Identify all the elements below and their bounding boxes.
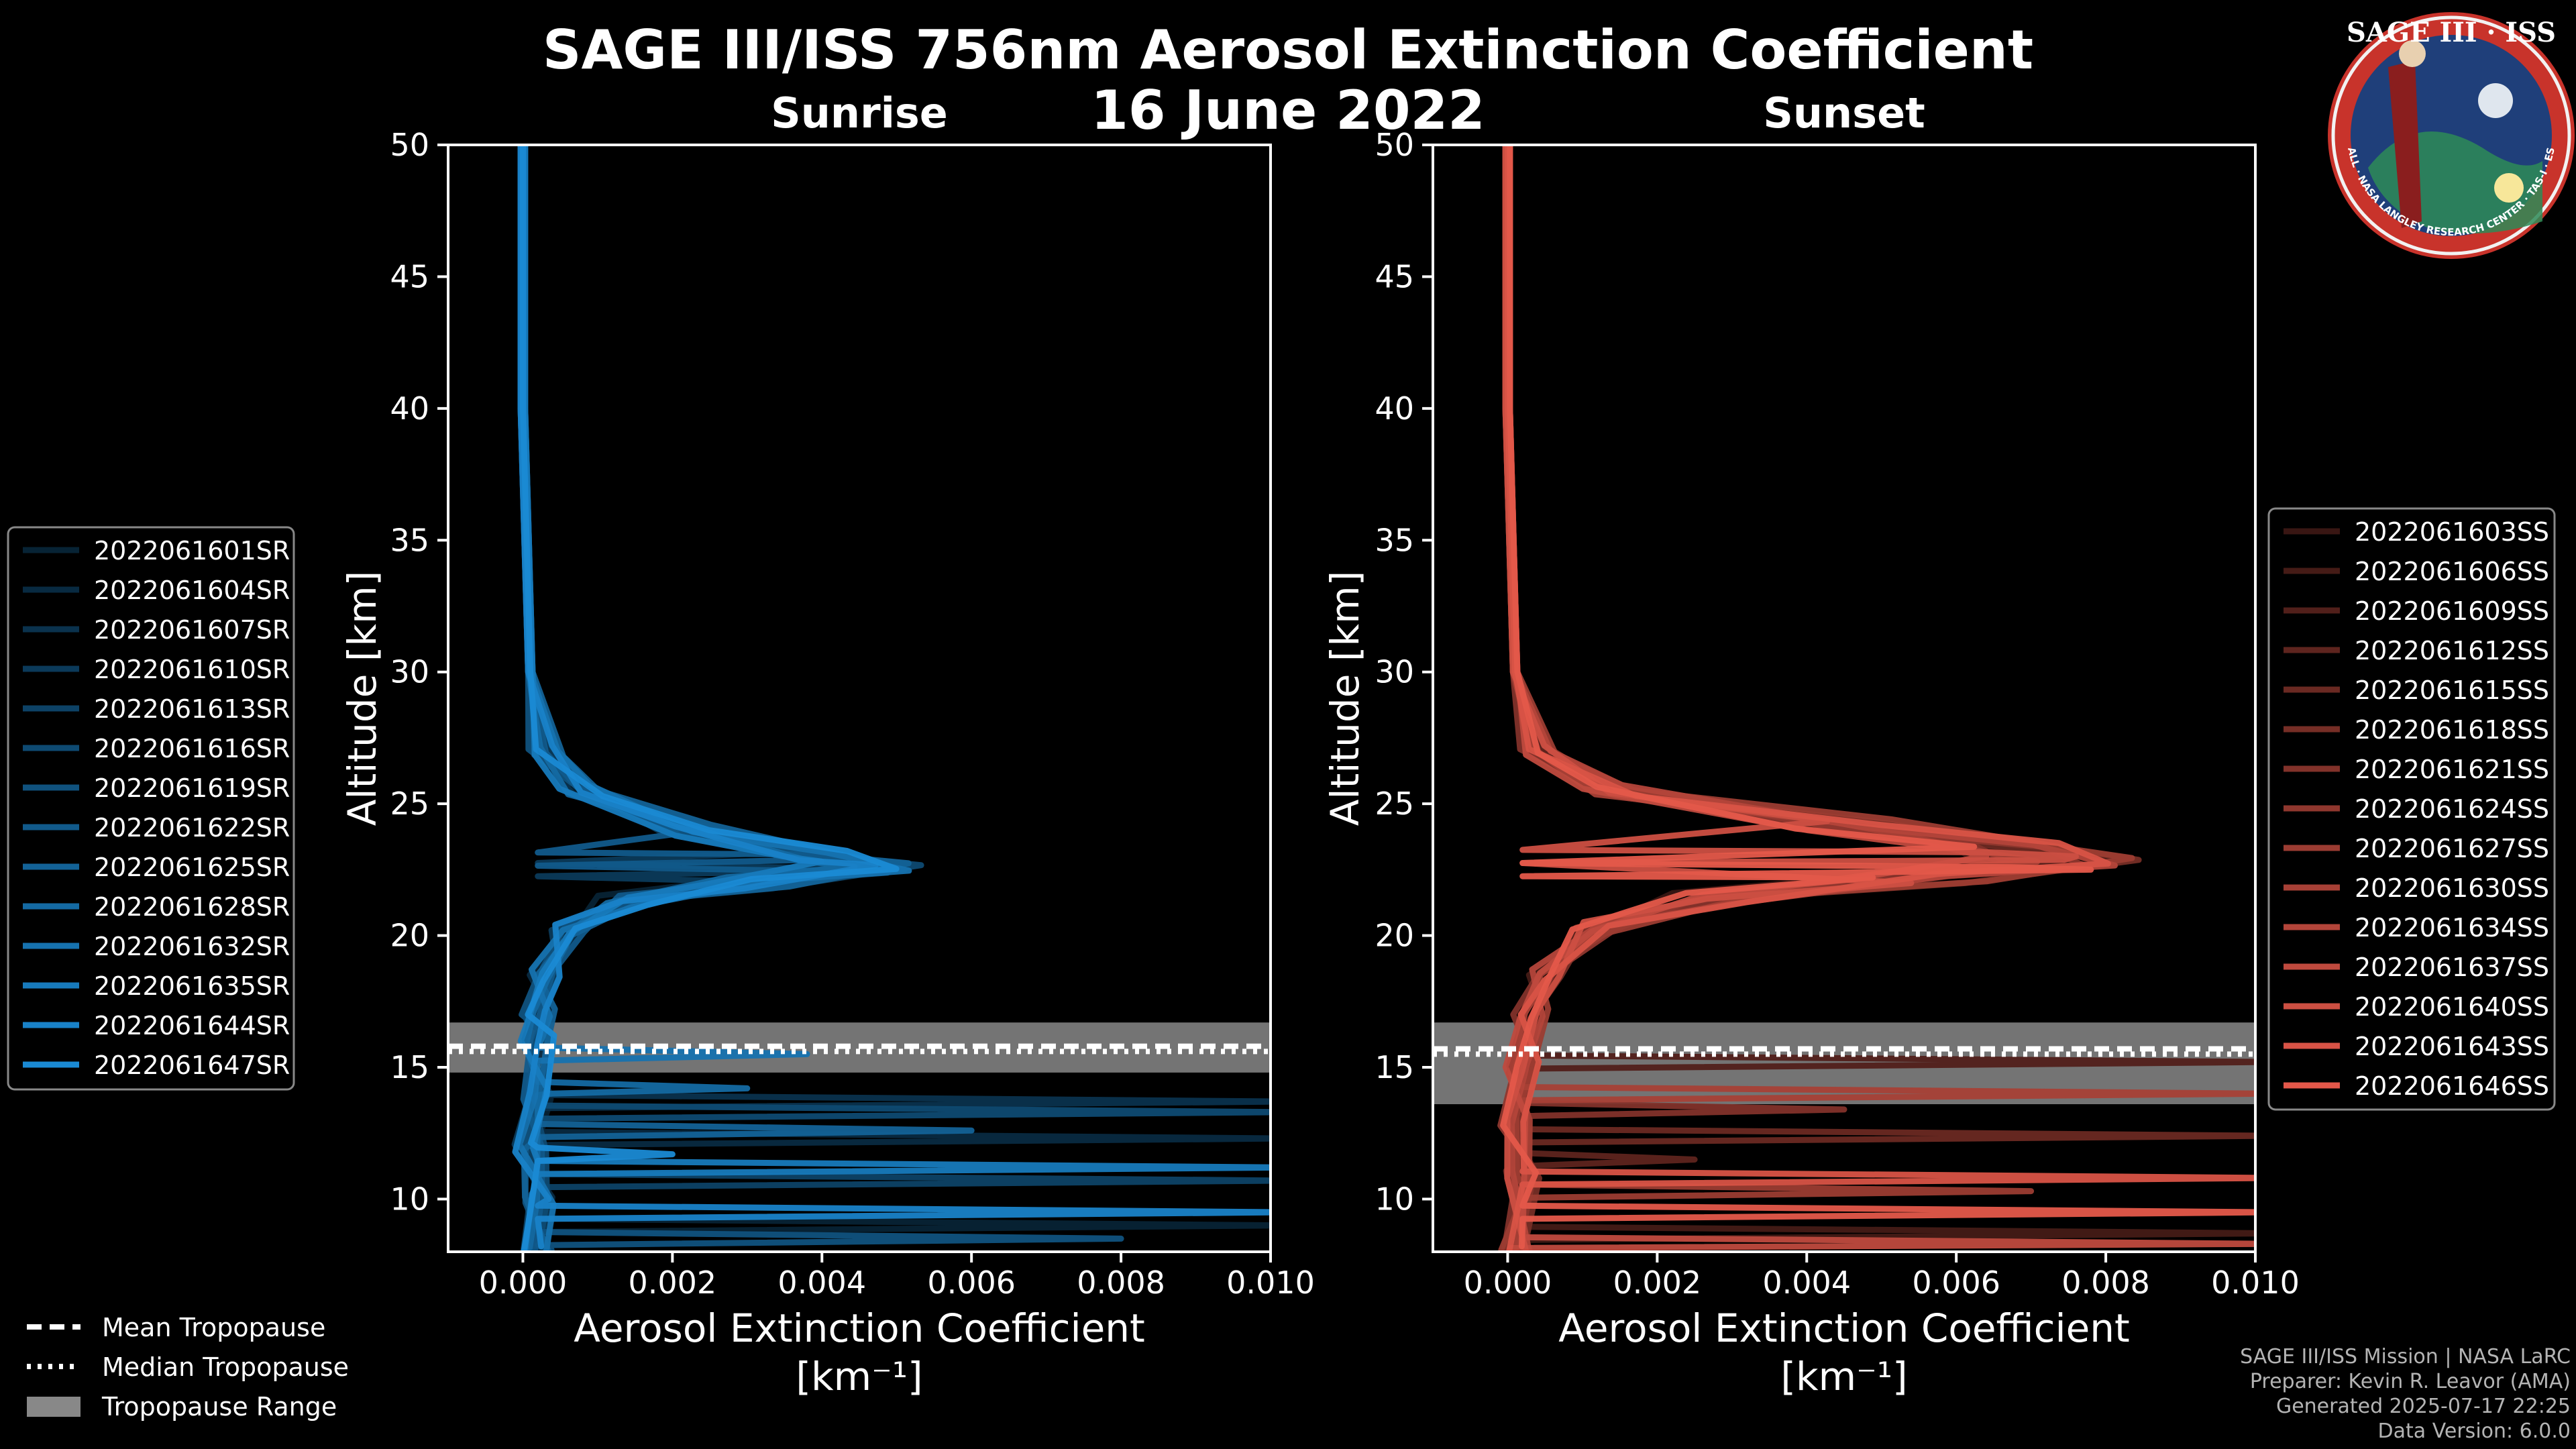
sunrise-xtick-label: 0.004 xyxy=(777,1265,866,1301)
sunset-legend-label: 2022061618SS xyxy=(2355,715,2549,745)
sunrise-ytick-label: 35 xyxy=(390,522,429,558)
sunrise-legend-label: 2022061622SR xyxy=(94,813,290,843)
sunrise-legend-label: 2022061616SR xyxy=(94,734,290,763)
sunrise-legend-label: 2022061647SR xyxy=(94,1051,290,1080)
sunset-legend-label: 2022061627SS xyxy=(2355,834,2549,863)
sunset-legend-label: 2022061615SS xyxy=(2355,676,2549,705)
sunset-legend: 2022061603SS 2022061606SS 2022061609SS 2022… xyxy=(2267,507,2556,1111)
chart-date: 16 June 2022 xyxy=(1091,79,1485,142)
sunset-legend-label: 2022061612SS xyxy=(2355,636,2549,665)
sunrise-ytick-label: 15 xyxy=(390,1049,429,1085)
sunrise-legend-label: 2022061644SR xyxy=(94,1011,290,1040)
median-tropopause-label: Median Tropopause xyxy=(102,1352,349,1382)
sunrise-plot-frame xyxy=(447,144,1272,1253)
sunrise-xtick-label: 0.008 xyxy=(1077,1265,1165,1301)
sunrise-ytick-label: 10 xyxy=(390,1181,429,1217)
sunrise-legend-label: 2022061625SR xyxy=(94,853,290,882)
sunset-profile-2022061646SS xyxy=(1500,145,2255,1250)
sunrise-panel: 10 15 20 25 30 35 40 45 50 0.000 0.002 0.004 0.006 0… xyxy=(339,89,1315,1399)
sunset-legend-label: 2022061630SS xyxy=(2355,873,2549,903)
footer-generated: Generated 2025-07-17 22:25 xyxy=(2275,1395,2571,1418)
sunrise-legend-label: 2022061619SR xyxy=(94,773,290,803)
sunrise-legend-label: 2022061628SR xyxy=(94,892,290,922)
sunrise-panel-title: Sunrise xyxy=(771,89,948,138)
sunset-xtick-label: 0.010 xyxy=(2211,1265,2300,1301)
sunset-xtick-label: 0.002 xyxy=(1613,1265,1702,1301)
sunrise-ytick-label: 40 xyxy=(390,390,429,427)
sunrise-xtick-label: 0.010 xyxy=(1226,1265,1315,1301)
sunset-legend-label: 2022061640SS xyxy=(2355,992,2549,1022)
sunset-ytick-label: 40 xyxy=(1375,390,1414,427)
sunrise-legend-label: 2022061613SR xyxy=(94,694,290,724)
tropopause-range-swatch xyxy=(27,1397,80,1417)
sunrise-xunit: [km⁻¹] xyxy=(796,1354,922,1399)
sunrise-profile-2022061632SR xyxy=(517,145,912,1252)
sunrise-xlabel: Aerosol Extinction Coefficient xyxy=(574,1305,1145,1351)
sunrise-legend-label: 2022061610SR xyxy=(94,655,290,684)
sunset-ytick-label: 35 xyxy=(1375,522,1414,558)
sunrise-ytick-label: 20 xyxy=(390,918,429,954)
sunset-legend-label: 2022061624SS xyxy=(2355,794,2549,824)
sunrise-ytick-label: 30 xyxy=(390,654,429,690)
sunrise-legend-label: 2022061635SR xyxy=(94,971,290,1001)
sunrise-xtick-label: 0.002 xyxy=(629,1265,717,1301)
sunset-legend-label: 2022061634SS xyxy=(2355,913,2549,943)
tropopause-range-label: Tropopause Range xyxy=(101,1392,337,1421)
sunrise-xtick-label: 0.000 xyxy=(479,1265,568,1301)
sunrise-ytick-label: 45 xyxy=(390,258,429,294)
sunrise-ylabel: Altitude [km] xyxy=(339,571,385,826)
sunset-legend-label: 2022061637SS xyxy=(2355,953,2549,982)
sunset-panel-title: Sunset xyxy=(1763,89,1925,138)
sunset-ytick-label: 25 xyxy=(1375,786,1414,822)
sunrise-ytick-label: 25 xyxy=(390,786,429,822)
sunset-ytick-label: 20 xyxy=(1375,918,1414,954)
sunrise-legend-label: 2022061632SR xyxy=(94,932,290,961)
chart-title: SAGE III/ISS 756nm Aerosol Extinction Co… xyxy=(542,19,2034,81)
mean-tropopause-label: Mean Tropopause xyxy=(102,1313,325,1342)
sunset-ylabel: Altitude [km] xyxy=(1322,571,1368,826)
sunset-xtick-label: 0.004 xyxy=(1762,1265,1851,1301)
sunrise-profile-2022061644SR xyxy=(512,145,1271,1250)
sunset-profile-2022061640SS xyxy=(1502,145,2079,1252)
sunrise-legend-label: 2022061607SR xyxy=(94,615,290,645)
sunset-legend-label: 2022061606SS xyxy=(2355,557,2549,586)
sunset-xtick-label: 0.008 xyxy=(2061,1265,2150,1301)
sunrise-legend: 2022061601SR 2022061604SR 2022061607SR 2022… xyxy=(7,526,295,1091)
footer: SAGE III/ISS Mission | NASA LaRC Prepare… xyxy=(2240,1344,2571,1444)
sunrise-profile-2022061616SR xyxy=(522,145,1271,1250)
sunset-ytick-label: 45 xyxy=(1375,258,1414,294)
tropopause-legend: Mean Tropopause Median Tropopause Tropop… xyxy=(27,1313,349,1421)
sunset-legend-label: 2022061603SS xyxy=(2355,517,2549,547)
logo-text: SAGE III · ISS xyxy=(2347,17,2556,48)
footer-mission: SAGE III/ISS Mission | NASA LaRC xyxy=(2240,1345,2571,1368)
sunset-legend-label: 2022061643SS xyxy=(2355,1032,2549,1061)
sunset-ytick-label: 50 xyxy=(1375,127,1414,163)
sunset-xtick-label: 0.006 xyxy=(1912,1265,2000,1301)
sunset-xunit: [km⁻¹] xyxy=(1780,1354,1907,1399)
sunrise-profile-2022061628SR xyxy=(517,145,858,1251)
footer-version: Data Version: 6.0.0 xyxy=(2377,1419,2571,1443)
sunset-ytick-label: 15 xyxy=(1375,1049,1414,1085)
footer-preparer: Preparer: Kevin R. Leavor (AMA) xyxy=(2249,1370,2571,1393)
sunrise-xtick-label: 0.006 xyxy=(927,1265,1016,1301)
sunset-legend-label: 2022061621SS xyxy=(2355,755,2549,784)
sunrise-profile-2022061647SR xyxy=(520,145,900,1252)
sunset-panel: 10 15 20 25 30 35 40 45 50 0.000 0.002 0.004 0.006 0… xyxy=(1322,89,2300,1399)
sunset-ytick-label: 30 xyxy=(1375,654,1414,690)
sunset-xtick-label: 0.000 xyxy=(1464,1265,1552,1301)
sunrise-ytick-label: 50 xyxy=(390,127,429,163)
sunrise-legend-label: 2022061604SR xyxy=(94,576,290,605)
sunrise-legend-label: 2022061601SR xyxy=(94,536,290,566)
sunset-legend-label: 2022061609SS xyxy=(2355,596,2549,626)
sunset-xlabel: Aerosol Extinction Coefficient xyxy=(1558,1305,2130,1351)
sunset-ytick-label: 10 xyxy=(1375,1181,1414,1217)
sunset-plot-frame xyxy=(1432,144,2257,1253)
sunset-legend-label: 2022061646SS xyxy=(2355,1071,2549,1101)
